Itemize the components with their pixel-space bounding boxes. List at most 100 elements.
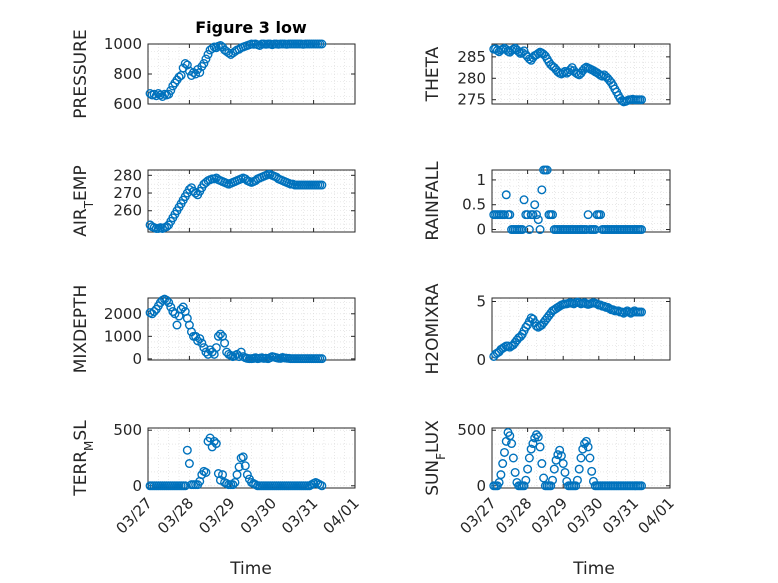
data-point xyxy=(576,453,586,463)
subplot-theta: 275 280 285 THETA xyxy=(423,43,671,109)
data-point xyxy=(583,442,593,452)
x-tick-label: 03/28 xyxy=(492,494,535,537)
data-point xyxy=(637,481,647,491)
y-tick-label: 0 xyxy=(476,477,486,495)
data-point xyxy=(503,341,513,351)
data-point xyxy=(548,475,558,485)
data-point xyxy=(182,445,192,455)
x-tick-label: 03/28 xyxy=(154,494,197,537)
data-point xyxy=(523,464,533,474)
y-axis-label: RAINFALL xyxy=(423,161,443,241)
y-tick-label: 0 xyxy=(476,221,486,239)
x-tick-label: 03/31 xyxy=(278,494,321,537)
axes-box xyxy=(491,43,671,105)
data-point xyxy=(532,210,542,220)
axes-box xyxy=(147,427,356,489)
data-point xyxy=(240,461,250,471)
y-tick-label: 1000 xyxy=(104,35,142,53)
data-point xyxy=(242,470,252,480)
y-tick-label: 285 xyxy=(457,48,486,66)
data-point xyxy=(524,225,534,235)
data-point xyxy=(571,481,581,491)
data-point xyxy=(211,439,221,449)
data-point xyxy=(168,307,178,317)
data-point xyxy=(496,470,506,480)
y-tick-label: 0 xyxy=(132,350,142,368)
data-point xyxy=(149,89,159,99)
y-tick-label: 275 xyxy=(457,91,486,109)
data-point xyxy=(151,91,161,101)
data-point xyxy=(499,210,509,220)
y-tick-label: 0 xyxy=(132,477,142,495)
subplot-mixdepth: 0 1000 2000 MIXDEPTH xyxy=(71,285,356,374)
axes-box xyxy=(491,297,671,361)
data-point xyxy=(234,352,244,362)
data-point xyxy=(560,467,570,477)
data-point xyxy=(195,334,205,344)
y-axis-label: THETA xyxy=(423,46,443,102)
data-point xyxy=(317,481,327,491)
y-tick-label: 500 xyxy=(457,421,486,439)
data-point xyxy=(539,473,549,483)
data-point xyxy=(532,321,542,331)
data-point xyxy=(578,444,588,454)
data-point xyxy=(572,475,582,485)
y-axis-label: PRESSURE xyxy=(71,29,91,118)
data-point xyxy=(166,302,176,312)
x-axis-label-left: Time xyxy=(229,559,272,579)
data-point xyxy=(560,66,570,76)
data-point xyxy=(535,225,545,235)
y-axis-label: MIXDEPTH xyxy=(71,285,91,374)
y-tick-label: 800 xyxy=(113,65,142,83)
x-tick-label: 04/01 xyxy=(635,494,678,537)
data-point xyxy=(533,432,543,442)
data-point xyxy=(597,71,607,81)
data-point xyxy=(255,41,265,51)
data-point xyxy=(519,481,529,491)
data-point xyxy=(155,90,165,100)
subplot-h2omixra: 0 5 H2OMIXRA xyxy=(423,283,671,375)
data-point xyxy=(201,54,211,64)
y-tick-label: 270 xyxy=(113,184,142,202)
figure-title: Figure 3 low xyxy=(195,18,307,37)
data-point xyxy=(180,59,190,69)
data-point xyxy=(317,180,327,190)
data-point xyxy=(537,185,547,195)
data-point xyxy=(581,436,591,446)
data-point xyxy=(220,338,230,348)
data-point xyxy=(209,436,219,446)
x-tick-label: 03/30 xyxy=(237,494,280,537)
y-tick-label: 1 xyxy=(476,171,486,189)
data-point xyxy=(505,210,515,220)
data-point xyxy=(317,39,327,49)
x-axis-label-right: Time xyxy=(572,559,615,579)
data-point xyxy=(182,60,192,70)
data-point xyxy=(535,442,545,452)
data-point xyxy=(211,343,221,353)
data-point xyxy=(176,70,186,80)
data-point xyxy=(551,455,561,465)
data-point xyxy=(317,354,327,364)
data-point xyxy=(526,444,536,454)
data-point xyxy=(178,302,188,312)
data-point xyxy=(528,210,538,220)
x-tick-label: 03/27 xyxy=(457,494,500,537)
data-point xyxy=(499,447,509,457)
data-point xyxy=(174,72,184,82)
y-tick-label: 0.5 xyxy=(462,196,486,214)
data-point xyxy=(197,338,207,348)
data-point xyxy=(528,439,538,449)
y-axis-label: TERRMSL xyxy=(71,420,96,497)
data-point xyxy=(164,298,174,308)
y-axis-label: H2OMIXRA xyxy=(423,283,443,374)
data-point xyxy=(530,200,540,210)
data-point xyxy=(201,467,211,477)
y-tick-label: 0 xyxy=(476,351,486,369)
y-tick-label: 5 xyxy=(476,293,486,311)
data-point xyxy=(238,452,248,462)
y-tick-label: 280 xyxy=(113,166,142,184)
data-point xyxy=(501,190,511,200)
